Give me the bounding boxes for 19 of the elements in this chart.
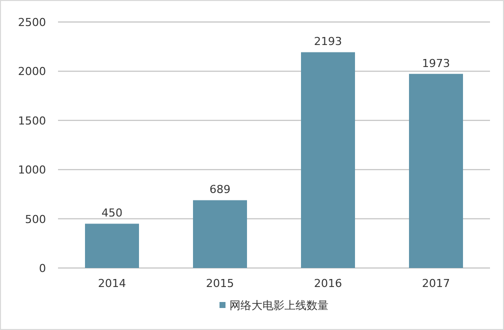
x-tick-label: 2015 <box>206 277 234 290</box>
x-tick-label: 2017 <box>422 277 450 290</box>
data-label: 2193 <box>314 35 342 48</box>
bar <box>301 52 355 268</box>
data-label: 450 <box>102 206 122 220</box>
y-tick-label: 2000 <box>18 65 46 78</box>
x-tick-label: 2014 <box>98 277 126 290</box>
y-tick-label: 2500 <box>18 16 46 29</box>
bar <box>409 74 463 268</box>
legend-label: 网络大电影上线数量 <box>230 299 328 312</box>
data-label: 689 <box>210 183 230 196</box>
bar <box>193 200 247 268</box>
y-tick-label: 500 <box>25 212 46 226</box>
x-tick-label: 2016 <box>314 277 342 290</box>
y-tick-label: 0 <box>39 262 46 275</box>
data-label: 1973 <box>422 56 450 70</box>
y-tick-label: 1500 <box>18 114 46 128</box>
y-tick-label: 1000 <box>18 164 46 177</box>
bar <box>85 224 139 268</box>
